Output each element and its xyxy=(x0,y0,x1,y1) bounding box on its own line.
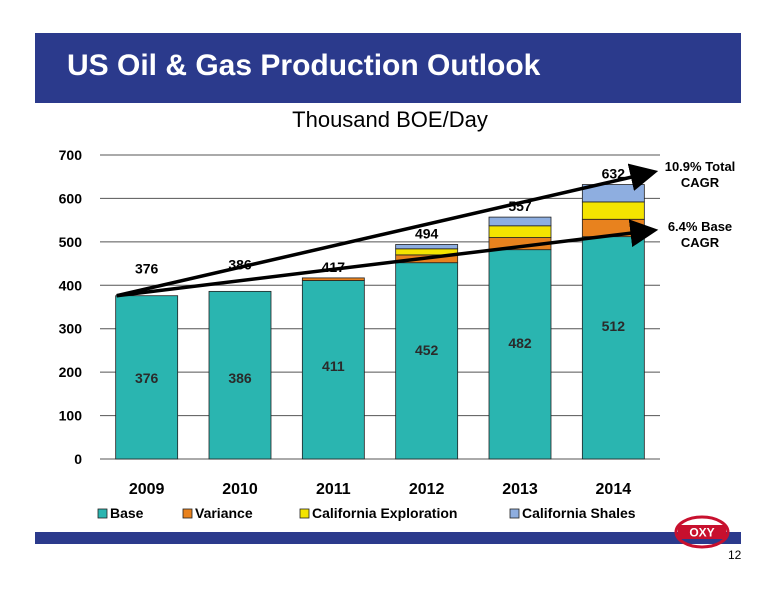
legend-label: California Exploration xyxy=(312,505,457,521)
y-tick-label: 100 xyxy=(59,408,83,424)
bar-base-value-label: 452 xyxy=(415,342,439,358)
bar-base-value-label: 411 xyxy=(322,358,345,374)
svg-text:OXY: OXY xyxy=(689,526,714,540)
legend-swatch xyxy=(182,508,193,519)
bar-total-label: 494 xyxy=(415,225,439,241)
cagr-label: CAGR xyxy=(681,235,720,250)
bar-segment xyxy=(208,290,272,460)
page-number: 12 xyxy=(728,548,742,562)
bar-segment xyxy=(488,249,552,460)
x-tick-label: 2014 xyxy=(596,481,632,498)
y-tick-label: 400 xyxy=(59,277,83,293)
y-tick-label: 600 xyxy=(59,190,83,206)
bar-segment xyxy=(488,225,552,238)
bar-segment xyxy=(301,280,365,460)
bar-total-label: 632 xyxy=(602,166,626,182)
legend-swatch xyxy=(97,508,108,519)
oxy-logo: OXY xyxy=(674,515,730,549)
x-tick-label: 2012 xyxy=(409,481,445,498)
bar-base-value-label: 512 xyxy=(602,318,626,334)
y-tick-label: 700 xyxy=(59,147,83,163)
legend-label: Variance xyxy=(195,505,253,521)
cagr-label: 10.9% Total xyxy=(665,159,736,174)
title-bar: US Oil & Gas Production Outlook xyxy=(35,33,741,103)
chart-title: Thousand BOE/Day xyxy=(292,107,488,132)
slide-title: US Oil & Gas Production Outlook xyxy=(67,49,541,82)
bar-segment xyxy=(395,244,459,250)
legend-swatch xyxy=(509,508,520,519)
bar-segment xyxy=(581,201,645,220)
cagr-arrow xyxy=(116,219,659,298)
x-tick-label: 2011 xyxy=(316,481,351,498)
bar-base-value-label: 482 xyxy=(508,335,532,351)
y-tick-label: 200 xyxy=(59,364,83,380)
bar-base-value-label: 386 xyxy=(228,370,252,386)
y-tick-label: 500 xyxy=(59,234,83,250)
bar-segment xyxy=(301,277,365,281)
bar-segment xyxy=(581,236,645,460)
bar-total-label: 376 xyxy=(135,261,159,277)
x-tick-label: 2013 xyxy=(502,481,538,498)
bar-segment xyxy=(395,262,459,460)
cagr-label: 6.4% Base xyxy=(668,219,732,234)
legend-label: Base xyxy=(110,505,144,521)
bar-segment xyxy=(488,216,552,227)
cagr-label: CAGR xyxy=(681,175,720,190)
cagr-arrow xyxy=(116,163,659,298)
x-tick-label: 2010 xyxy=(222,481,258,498)
legend-label: California Shales xyxy=(522,505,636,521)
y-tick-label: 300 xyxy=(59,321,83,337)
footer-bar xyxy=(35,532,741,544)
x-tick-label: 2009 xyxy=(129,481,165,498)
bar-segment xyxy=(115,295,179,460)
y-tick-label: 0 xyxy=(74,451,82,467)
legend-swatch xyxy=(299,508,310,519)
bar-base-value-label: 376 xyxy=(135,370,159,386)
